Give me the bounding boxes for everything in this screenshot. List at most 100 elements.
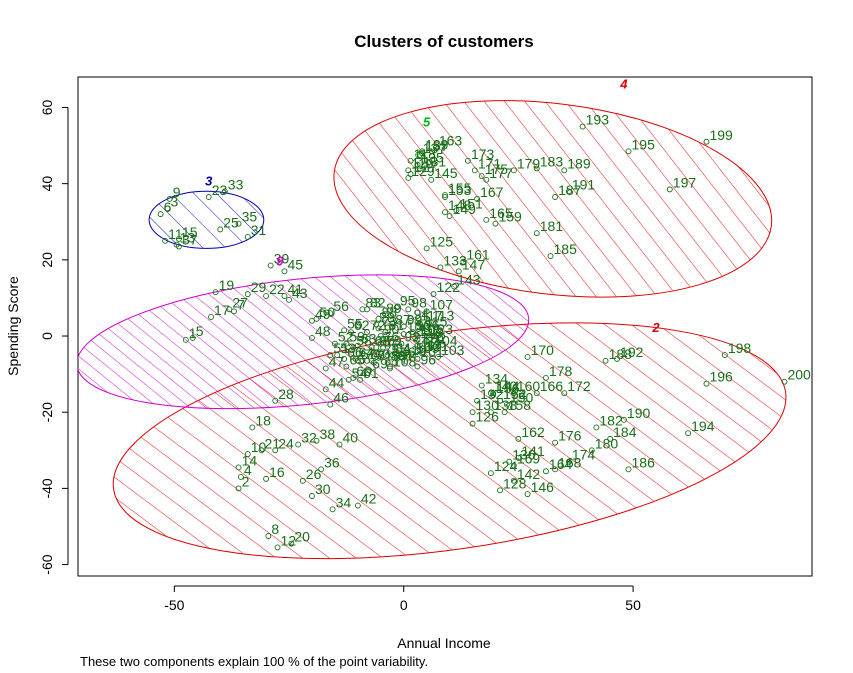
point-marker-154 bbox=[497, 397, 503, 404]
point-marker-36 bbox=[318, 466, 325, 473]
point-label-163: 163 bbox=[439, 132, 463, 148]
point-label-8: 8 bbox=[271, 521, 279, 537]
point-label-65: 65 bbox=[349, 351, 365, 367]
point-marker-18 bbox=[249, 424, 256, 431]
point-marker-35 bbox=[235, 220, 242, 227]
point-marker-150 bbox=[503, 401, 510, 408]
point-marker-191 bbox=[565, 188, 572, 195]
point-marker-16 bbox=[263, 475, 270, 482]
point-marker-53 bbox=[334, 352, 341, 359]
point-label-56: 56 bbox=[333, 298, 349, 314]
point-marker-188 bbox=[602, 357, 609, 364]
point-marker-173 bbox=[464, 157, 471, 164]
point-label-183: 183 bbox=[540, 153, 564, 169]
point-marker-195 bbox=[625, 148, 632, 155]
point-marker-162 bbox=[515, 435, 522, 442]
point-label-7: 7 bbox=[237, 296, 245, 312]
point-marker-199 bbox=[703, 138, 710, 145]
point-marker-170 bbox=[524, 354, 531, 360]
point-marker-30 bbox=[309, 493, 315, 499]
point-marker-100 bbox=[400, 331, 407, 338]
point-label-105: 105 bbox=[420, 321, 444, 337]
y-tick-label: 60 bbox=[39, 99, 55, 115]
cluster-ellipse-4 bbox=[333, 100, 773, 298]
point-label-144: 144 bbox=[496, 378, 520, 394]
cluster-label-5: 5 bbox=[423, 115, 431, 130]
point-marker-148 bbox=[442, 209, 448, 216]
point-marker-51 bbox=[327, 352, 334, 359]
point-marker-72 bbox=[364, 329, 370, 336]
point-marker-44 bbox=[322, 386, 329, 393]
point-marker-130 bbox=[469, 409, 476, 416]
point-label-115: 115 bbox=[425, 313, 448, 329]
point-label-168: 168 bbox=[558, 454, 582, 470]
point-marker-149 bbox=[446, 213, 453, 219]
point-marker-159 bbox=[492, 220, 499, 227]
point-marker-83 bbox=[359, 306, 366, 313]
point-label-48: 48 bbox=[315, 323, 331, 339]
point-label-123: 123 bbox=[430, 321, 454, 337]
point-label-42: 42 bbox=[361, 491, 377, 507]
point-label-194: 194 bbox=[691, 418, 715, 434]
point-label-40: 40 bbox=[342, 430, 358, 446]
point-label-157: 157 bbox=[425, 138, 449, 154]
y-tick-label: 40 bbox=[39, 176, 55, 192]
point-label-63: 63 bbox=[361, 331, 377, 347]
point-marker-52 bbox=[331, 340, 338, 347]
point-label-69: 69 bbox=[372, 355, 388, 371]
point-marker-103 bbox=[435, 354, 442, 360]
point-label-196: 196 bbox=[709, 369, 733, 385]
point-marker-101 bbox=[414, 355, 421, 362]
point-marker-190 bbox=[620, 416, 627, 423]
point-marker-50 bbox=[313, 315, 320, 322]
point-marker-21 bbox=[258, 447, 265, 454]
point-label-3: 3 bbox=[170, 193, 178, 209]
point-label-189: 189 bbox=[567, 155, 591, 171]
point-label-186: 186 bbox=[632, 454, 656, 470]
point-marker-175 bbox=[478, 173, 485, 179]
point-label-100: 100 bbox=[407, 319, 431, 335]
point-label-47: 47 bbox=[329, 353, 345, 369]
point-label-19: 19 bbox=[219, 277, 235, 293]
point-marker-135 bbox=[414, 161, 421, 168]
point-marker-9 bbox=[166, 195, 173, 202]
point-marker-160 bbox=[510, 390, 517, 397]
point-marker-87 bbox=[389, 323, 396, 330]
point-label-12: 12 bbox=[281, 532, 297, 548]
point-label-13: 13 bbox=[180, 230, 196, 246]
point-marker-45 bbox=[281, 268, 288, 275]
point-label-25: 25 bbox=[223, 214, 239, 230]
point-marker-139 bbox=[419, 148, 426, 155]
point-marker-138 bbox=[487, 409, 494, 416]
point-marker-85 bbox=[373, 344, 380, 351]
point-marker-145 bbox=[428, 176, 435, 183]
point-marker-128 bbox=[497, 487, 503, 494]
point-marker-24 bbox=[272, 447, 279, 454]
y-axis-label: Spending Score bbox=[5, 276, 21, 376]
point-label-79: 79 bbox=[386, 332, 402, 348]
point-marker-71 bbox=[370, 359, 377, 366]
point-marker-56 bbox=[327, 310, 334, 317]
point-marker-37 bbox=[175, 243, 182, 250]
point-label-94: 94 bbox=[414, 306, 430, 322]
point-label-152: 152 bbox=[503, 386, 527, 402]
point-marker-94 bbox=[407, 317, 414, 324]
point-marker-172 bbox=[561, 390, 568, 397]
point-marker-176 bbox=[552, 439, 559, 446]
point-label-150: 150 bbox=[510, 390, 534, 406]
point-label-173: 173 bbox=[471, 146, 495, 162]
cluster-ellipse-3 bbox=[148, 190, 265, 249]
point-marker-32 bbox=[295, 441, 302, 448]
point-marker-66 bbox=[341, 355, 348, 362]
point-marker-38 bbox=[313, 437, 320, 444]
point-marker-34 bbox=[329, 506, 336, 513]
point-marker-111 bbox=[384, 352, 391, 359]
point-label-1: 1 bbox=[189, 325, 197, 341]
point-label-46: 46 bbox=[333, 390, 349, 406]
point-marker-120 bbox=[414, 342, 421, 349]
point-label-147: 147 bbox=[462, 256, 486, 272]
point-label-198: 198 bbox=[728, 340, 752, 356]
point-marker-161 bbox=[460, 258, 467, 265]
